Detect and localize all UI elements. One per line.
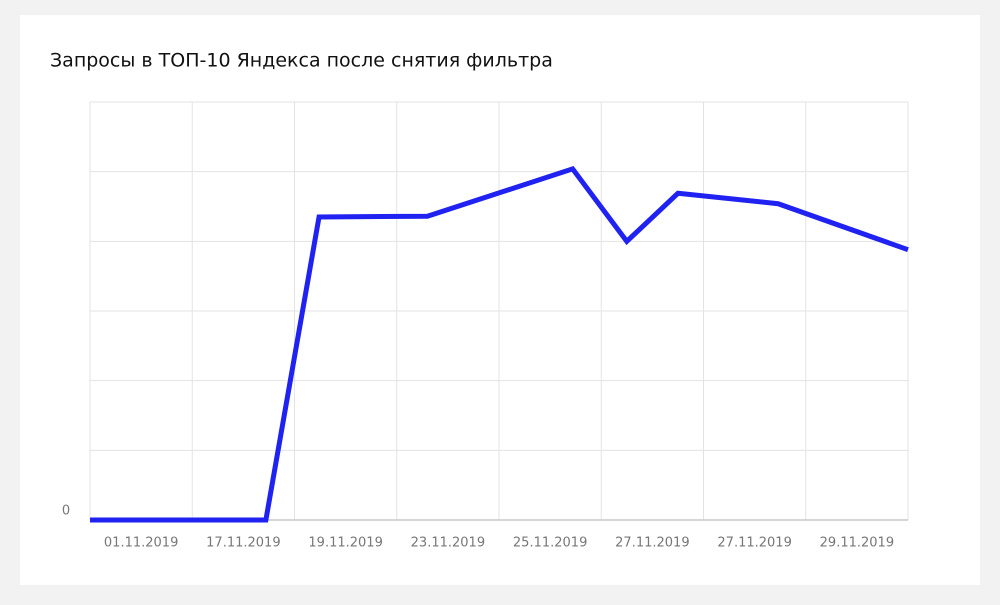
card: [20, 15, 980, 585]
x-tick-label: 01.11.2019: [104, 536, 178, 551]
line: [90, 165, 909, 523]
x-tick-label: 19.11.2019: [308, 536, 382, 551]
x-tick-label: 17.11.2019: [206, 536, 280, 551]
x-tick-label: 25.11.2019: [513, 536, 587, 551]
chart-title: Запросы в ТОП-10 Яндекса после снятия фи…: [50, 50, 553, 72]
x-tick-label: 27.11.2019: [615, 536, 689, 551]
y-tick-label: 0: [62, 504, 70, 519]
x-tick-label: 23.11.2019: [411, 536, 485, 551]
x-tick-label: 29.11.2019: [820, 536, 894, 551]
x-tick-label: 27.11.2019: [717, 536, 791, 551]
